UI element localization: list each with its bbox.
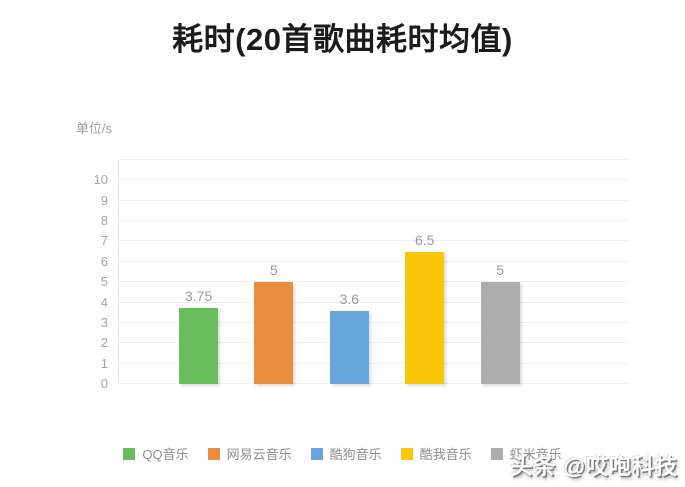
- legend-swatch-icon: [400, 447, 413, 460]
- bar: [254, 282, 294, 384]
- y-axis-tick-label: 8: [100, 213, 108, 229]
- legend-label: QQ音乐: [142, 447, 189, 462]
- legend-item: 酷狗音乐: [310, 444, 382, 463]
- legend-label: 网易云音乐: [226, 447, 292, 462]
- grid-line: [119, 362, 628, 364]
- y-axis-unit-label: 单位/s: [75, 121, 112, 136]
- bar-value-label: 5: [269, 262, 278, 279]
- y-axis-tick-label: 3: [100, 314, 108, 330]
- grid-line: [119, 383, 628, 384]
- grid-line: [119, 260, 628, 262]
- legend-swatch-icon: [310, 447, 323, 460]
- y-axis-tick-label: 5: [100, 274, 108, 290]
- bar-value-label: 3.75: [184, 287, 213, 304]
- legend-item: 网易云音乐: [207, 444, 292, 463]
- bar-value-label: 6.5: [414, 231, 435, 248]
- grid-line: [119, 301, 628, 303]
- watermark: 头条 @哎咆科技: [510, 454, 678, 479]
- legend-item: QQ音乐: [123, 444, 189, 463]
- y-axis-tick-label: 1: [100, 355, 108, 371]
- legend: QQ音乐 网易云音乐 酷狗音乐 酷我音乐 虾米音乐: [0, 444, 685, 463]
- legend-item: 酷我音乐: [400, 444, 472, 463]
- grid-line: [119, 199, 628, 201]
- legend-item: 虾米音乐: [490, 444, 562, 463]
- bar: [179, 307, 218, 384]
- legend-swatch-icon: [490, 447, 503, 460]
- legend-swatch-icon: [207, 447, 220, 460]
- grid-line: [119, 179, 628, 181]
- bar: [329, 310, 369, 384]
- legend-label: 酷狗音乐: [329, 447, 382, 462]
- grid-line: [119, 281, 628, 283]
- y-axis-tick-label: 7: [100, 233, 108, 249]
- bar: [405, 251, 445, 384]
- grid-line: [119, 321, 628, 323]
- y-axis-tick-label: 2: [100, 335, 108, 351]
- bar: [480, 282, 520, 384]
- legend-label: 酷我音乐: [419, 447, 472, 462]
- bar-value-label: 3.6: [339, 290, 360, 307]
- grid-line: [119, 240, 628, 242]
- bar-value-label: 5: [496, 262, 504, 279]
- y-axis-tick-label: 6: [100, 253, 108, 269]
- grid-line: [119, 220, 628, 222]
- legend-label: 虾米音乐: [509, 447, 562, 462]
- grid-line: [119, 342, 628, 344]
- plot-area: 3.75 5 3.6 6.5 5: [118, 159, 628, 384]
- y-axis-tick-label: 10: [93, 172, 108, 188]
- legend-swatch-icon: [123, 447, 136, 460]
- grid-line: [119, 159, 628, 160]
- chart-title: 耗时(20首歌曲耗时均值): [172, 22, 513, 57]
- y-axis-tick-label: 4: [100, 294, 108, 310]
- y-axis-tick-label: 0: [100, 376, 108, 391]
- y-axis-tick-label: 9: [100, 192, 108, 208]
